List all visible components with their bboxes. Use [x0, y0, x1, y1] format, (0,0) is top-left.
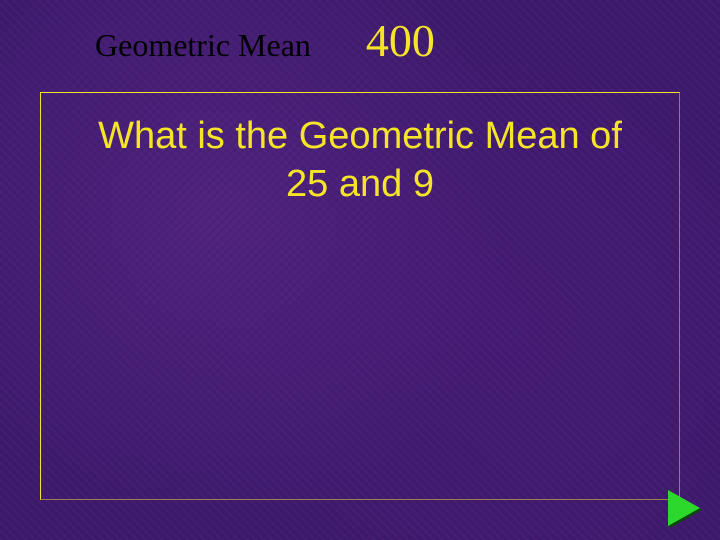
- quiz-slide: Geometric Mean 400 What is the Geometric…: [0, 0, 720, 540]
- next-arrow-icon[interactable]: [668, 490, 700, 526]
- category-label: Geometric Mean: [40, 27, 311, 64]
- question-line-1: What is the Geometric Mean of: [98, 115, 622, 157]
- question-box: What is the Geometric Mean of 25 and 9: [40, 92, 680, 500]
- points-value: 400: [311, 14, 435, 67]
- slide-header: Geometric Mean 400: [40, 14, 680, 67]
- question-line-2: 25 and 9: [286, 163, 434, 205]
- question-text: What is the Geometric Mean of 25 and 9: [59, 113, 661, 208]
